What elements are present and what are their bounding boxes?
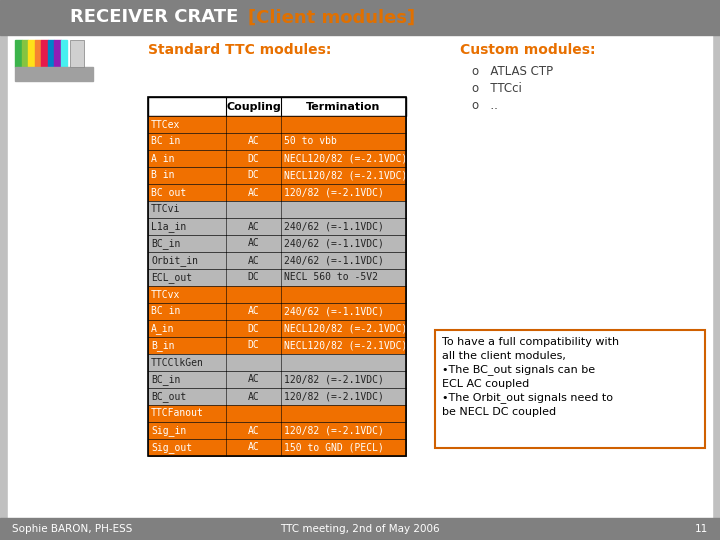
Bar — [15, 68, 93, 80]
Text: AC: AC — [248, 187, 259, 198]
Text: NECL 560 to -5V2: NECL 560 to -5V2 — [284, 273, 378, 282]
Text: B in: B in — [151, 171, 174, 180]
Text: BC in: BC in — [151, 137, 181, 146]
Bar — [148, 422, 406, 439]
Bar — [0, 0, 720, 35]
Bar — [148, 371, 406, 388]
Text: 120/82 (=-2.1VDC): 120/82 (=-2.1VDC) — [284, 375, 384, 384]
Text: NECL120/82 (=-2.1VDC): NECL120/82 (=-2.1VDC) — [284, 171, 408, 180]
Text: AC: AC — [248, 442, 259, 453]
Text: BC_in: BC_in — [151, 374, 181, 385]
Text: DC: DC — [248, 323, 259, 334]
Bar — [148, 167, 406, 184]
Text: 240/62 (=-1.1VDC): 240/62 (=-1.1VDC) — [284, 307, 384, 316]
Bar — [148, 184, 406, 201]
Text: TTCvi: TTCvi — [151, 205, 181, 214]
Text: TTC meeting, 2nd of May 2006: TTC meeting, 2nd of May 2006 — [280, 524, 440, 534]
Bar — [148, 286, 406, 303]
Text: AC: AC — [248, 375, 259, 384]
Text: [Client modules]: [Client modules] — [248, 9, 415, 26]
Bar — [148, 388, 406, 405]
Text: AC: AC — [248, 392, 259, 402]
Bar — [148, 133, 406, 150]
Text: AC: AC — [248, 255, 259, 266]
Bar — [60, 40, 67, 68]
Text: L1a_in: L1a_in — [151, 221, 186, 232]
Text: NECL120/82 (=-2.1VDC): NECL120/82 (=-2.1VDC) — [284, 341, 408, 350]
Text: o   ..: o .. — [472, 99, 498, 112]
Text: AC: AC — [248, 307, 259, 316]
Text: NECL120/82 (=-2.1VDC): NECL120/82 (=-2.1VDC) — [284, 323, 408, 334]
Bar — [148, 201, 406, 218]
Bar — [8, 35, 712, 518]
Text: RECEIVER CRATE: RECEIVER CRATE — [71, 9, 245, 26]
Bar — [148, 269, 406, 286]
Bar — [35, 40, 41, 68]
Bar — [22, 40, 28, 68]
Bar — [15, 40, 22, 68]
Bar — [148, 235, 406, 252]
Text: 240/62 (=-1.1VDC): 240/62 (=-1.1VDC) — [284, 221, 384, 232]
Bar — [148, 252, 406, 269]
Bar — [28, 40, 35, 68]
Text: Sig_in: Sig_in — [151, 425, 186, 436]
Text: Sig_out: Sig_out — [151, 442, 192, 453]
Text: BC_out: BC_out — [151, 391, 186, 402]
Bar — [148, 337, 406, 354]
Text: 50 to vbb: 50 to vbb — [284, 137, 337, 146]
Bar — [148, 405, 406, 422]
Text: AC: AC — [248, 221, 259, 232]
Text: Coupling: Coupling — [226, 102, 281, 111]
Bar — [48, 40, 54, 68]
Bar — [41, 40, 48, 68]
Text: 11: 11 — [695, 524, 708, 534]
Text: TTCClkGen: TTCClkGen — [151, 357, 204, 368]
Bar — [148, 218, 406, 235]
Bar — [148, 116, 406, 133]
Text: TTCex: TTCex — [151, 119, 181, 130]
Text: AC: AC — [248, 239, 259, 248]
Text: ECL_out: ECL_out — [151, 272, 192, 283]
Text: 150 to GND (PECL): 150 to GND (PECL) — [284, 442, 384, 453]
Text: Orbit_in: Orbit_in — [151, 255, 198, 266]
Bar — [148, 303, 406, 320]
Text: DC: DC — [248, 341, 259, 350]
Text: A in: A in — [151, 153, 174, 164]
Bar — [0, 518, 720, 540]
Text: Termination: Termination — [306, 102, 381, 111]
Text: 120/82 (=-2.1VDC): 120/82 (=-2.1VDC) — [284, 426, 384, 435]
Text: o   ATLAS CTP: o ATLAS CTP — [472, 65, 553, 78]
Bar — [435, 330, 705, 448]
Text: o   TTCci: o TTCci — [472, 82, 522, 95]
Bar — [148, 97, 406, 116]
Text: BC_in: BC_in — [151, 238, 181, 249]
Text: 120/82 (=-2.1VDC): 120/82 (=-2.1VDC) — [284, 187, 384, 198]
Text: 120/82 (=-2.1VDC): 120/82 (=-2.1VDC) — [284, 392, 384, 402]
Text: Standard TTC modules:: Standard TTC modules: — [148, 43, 331, 57]
Text: To have a full compatibility with
all the client modules,
•The BC_out signals ca: To have a full compatibility with all th… — [442, 337, 619, 417]
Text: TTCvx: TTCvx — [151, 289, 181, 300]
Text: Custom modules:: Custom modules: — [460, 43, 595, 57]
Text: AC: AC — [248, 426, 259, 435]
Bar — [54, 40, 60, 68]
Bar — [148, 97, 406, 456]
Text: 240/62 (=-1.1VDC): 240/62 (=-1.1VDC) — [284, 255, 384, 266]
Text: BC out: BC out — [151, 187, 186, 198]
Text: NECL120/82 (=-2.1VDC): NECL120/82 (=-2.1VDC) — [284, 153, 408, 164]
Bar — [70, 40, 84, 68]
Text: DC: DC — [248, 153, 259, 164]
Bar — [148, 150, 406, 167]
Text: AC: AC — [248, 137, 259, 146]
Text: Sophie BARON, PH-ESS: Sophie BARON, PH-ESS — [12, 524, 132, 534]
Text: A_in: A_in — [151, 323, 174, 334]
Text: B_in: B_in — [151, 340, 174, 351]
Text: TTCFanout: TTCFanout — [151, 408, 204, 418]
Text: BC in: BC in — [151, 307, 181, 316]
Bar — [148, 354, 406, 371]
Bar — [148, 439, 406, 456]
Text: DC: DC — [248, 171, 259, 180]
Bar — [148, 320, 406, 337]
Text: DC: DC — [248, 273, 259, 282]
Text: 240/62 (=-1.1VDC): 240/62 (=-1.1VDC) — [284, 239, 384, 248]
